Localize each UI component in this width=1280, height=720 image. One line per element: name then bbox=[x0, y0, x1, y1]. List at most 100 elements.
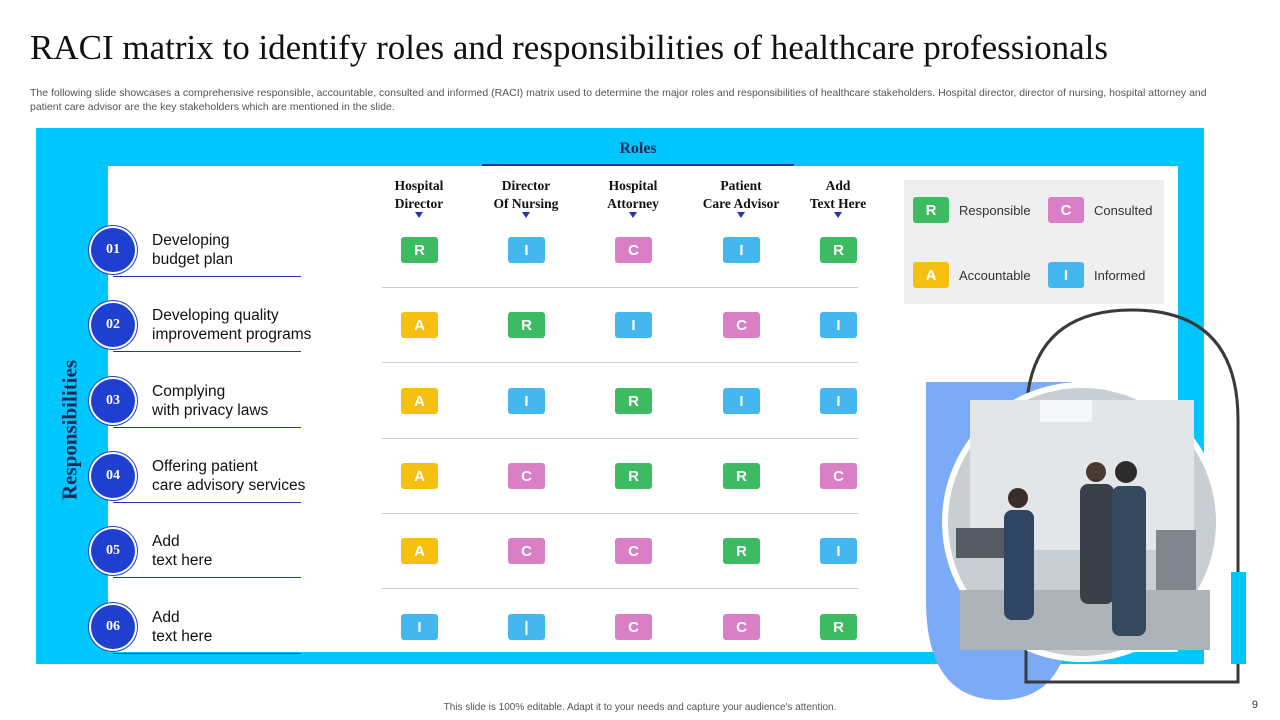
legend-item: I Informed bbox=[1048, 262, 1145, 288]
legend-item: C Consulted bbox=[1048, 197, 1153, 223]
legend-badge: R bbox=[913, 197, 949, 223]
raci-badge: R bbox=[820, 237, 857, 263]
row-number-badge: 05 bbox=[91, 529, 135, 573]
raci-badge: A bbox=[401, 538, 438, 564]
person-body-center bbox=[1080, 484, 1114, 604]
column-header-line2: Text Here bbox=[809, 196, 867, 211]
raci-badge: A bbox=[401, 388, 438, 414]
column-header-line2: Of Nursing bbox=[493, 196, 559, 211]
legend-item: R Responsible bbox=[913, 197, 1031, 223]
caret-down-icon bbox=[737, 212, 745, 218]
legend-badge: A bbox=[913, 262, 949, 288]
row-number-badge: 03 bbox=[91, 379, 135, 423]
responsibility-label: Add text here bbox=[152, 608, 212, 646]
row-number-badge: 04 bbox=[91, 454, 135, 498]
raci-badge: C bbox=[508, 463, 545, 489]
footer-note: This slide is 100% editable. Adapt it to… bbox=[443, 702, 837, 713]
row-divider bbox=[382, 588, 858, 589]
caret-down-icon bbox=[629, 212, 637, 218]
row-underline bbox=[113, 276, 301, 277]
legend-badge: I bbox=[1048, 262, 1084, 288]
photo-cart bbox=[1156, 530, 1196, 590]
column-header-line1: Patient bbox=[720, 178, 762, 193]
responsibilities-heading: Responsibilities bbox=[57, 359, 82, 501]
roles-underline bbox=[482, 164, 794, 166]
raci-badge: R bbox=[820, 614, 857, 640]
responsibility-label: Offering patient care advisory services bbox=[152, 457, 305, 495]
raci-badge: I bbox=[820, 388, 857, 414]
legend-badge: C bbox=[1048, 197, 1084, 223]
raci-badge: I bbox=[401, 614, 438, 640]
raci-badge: R bbox=[615, 388, 652, 414]
legend-label: Informed bbox=[1094, 267, 1146, 283]
row-underline bbox=[113, 577, 301, 578]
legend-label: Accountable bbox=[959, 267, 1031, 283]
raci-badge: I bbox=[723, 237, 760, 263]
raci-badge: C bbox=[820, 463, 857, 489]
column-header-line1: Add bbox=[825, 178, 851, 193]
responsibility-label: Developing quality improvement programs bbox=[152, 306, 311, 344]
row-divider bbox=[382, 513, 858, 514]
column-header: Hospital Attorney bbox=[578, 177, 688, 213]
raci-badge: R bbox=[723, 463, 760, 489]
row-underline bbox=[113, 427, 301, 428]
raci-badge: C bbox=[723, 312, 760, 338]
responsibility-label: Add text here bbox=[152, 532, 212, 570]
row-underline bbox=[113, 351, 301, 352]
photo-light bbox=[1040, 400, 1092, 422]
caret-down-icon bbox=[522, 212, 530, 218]
responsibility-line2: budget plan bbox=[152, 251, 234, 268]
column-header-line1: Hospital bbox=[608, 178, 658, 193]
raci-badge: I bbox=[820, 538, 857, 564]
healthcare-photo bbox=[926, 308, 1246, 700]
raci-badge: A bbox=[401, 463, 438, 489]
responsibility-line2: care advisory services bbox=[152, 477, 306, 494]
page-number: 9 bbox=[1251, 699, 1258, 711]
column-header: Patient Care Advisor bbox=[686, 177, 796, 213]
responsibility-line2: text here bbox=[152, 628, 213, 645]
person-head-center bbox=[1086, 462, 1106, 482]
raci-badge: R bbox=[723, 538, 760, 564]
caret-down-icon bbox=[415, 212, 423, 218]
column-header: Add Text Here bbox=[783, 177, 893, 213]
raci-badge: C bbox=[615, 237, 652, 263]
slide-subtitle: The following slide showcases a comprehe… bbox=[30, 87, 1207, 113]
responsibility-line1: Add bbox=[152, 533, 180, 550]
raci-badge: R bbox=[508, 312, 545, 338]
accent-bar bbox=[1231, 572, 1246, 664]
responsibility-line1: Developing bbox=[152, 232, 230, 249]
person-body-left bbox=[1004, 510, 1034, 620]
raci-badge: I bbox=[615, 312, 652, 338]
slide-title: RACI matrix to identify roles and respon… bbox=[30, 28, 1108, 67]
row-underline bbox=[113, 653, 301, 654]
column-header-line1: Hospital bbox=[394, 178, 444, 193]
caret-down-icon bbox=[834, 212, 842, 218]
raci-badge: R bbox=[401, 237, 438, 263]
responsibility-line1: Offering patient bbox=[152, 458, 258, 475]
legend-item: A Accountable bbox=[913, 262, 1031, 288]
arch-outline bbox=[1024, 308, 1240, 684]
responsibility-line2: improvement programs bbox=[152, 326, 312, 343]
raci-badge: A bbox=[401, 312, 438, 338]
raci-badge: I bbox=[508, 388, 545, 414]
raci-badge: | bbox=[508, 614, 545, 640]
row-divider bbox=[382, 438, 858, 439]
raci-badge: C bbox=[615, 538, 652, 564]
responsibility-line1: Complying bbox=[152, 383, 226, 400]
legend-label: Responsible bbox=[959, 202, 1031, 218]
responsibility-line1: Add bbox=[152, 609, 180, 626]
row-divider bbox=[382, 287, 858, 288]
raci-badge: I bbox=[820, 312, 857, 338]
column-header-line2: Care Advisor bbox=[702, 196, 780, 211]
row-number-badge: 01 bbox=[91, 228, 135, 272]
row-number-badge: 02 bbox=[91, 303, 135, 347]
person-body-right bbox=[1112, 486, 1146, 636]
row-number-badge: 06 bbox=[91, 605, 135, 649]
responsibility-line2: with privacy laws bbox=[152, 402, 269, 419]
row-divider bbox=[382, 362, 858, 363]
responsibility-label: Developing budget plan bbox=[152, 231, 233, 269]
column-header-line1: Director bbox=[501, 178, 551, 193]
raci-badge: C bbox=[508, 538, 545, 564]
raci-badge: C bbox=[723, 614, 760, 640]
raci-badge: R bbox=[615, 463, 652, 489]
